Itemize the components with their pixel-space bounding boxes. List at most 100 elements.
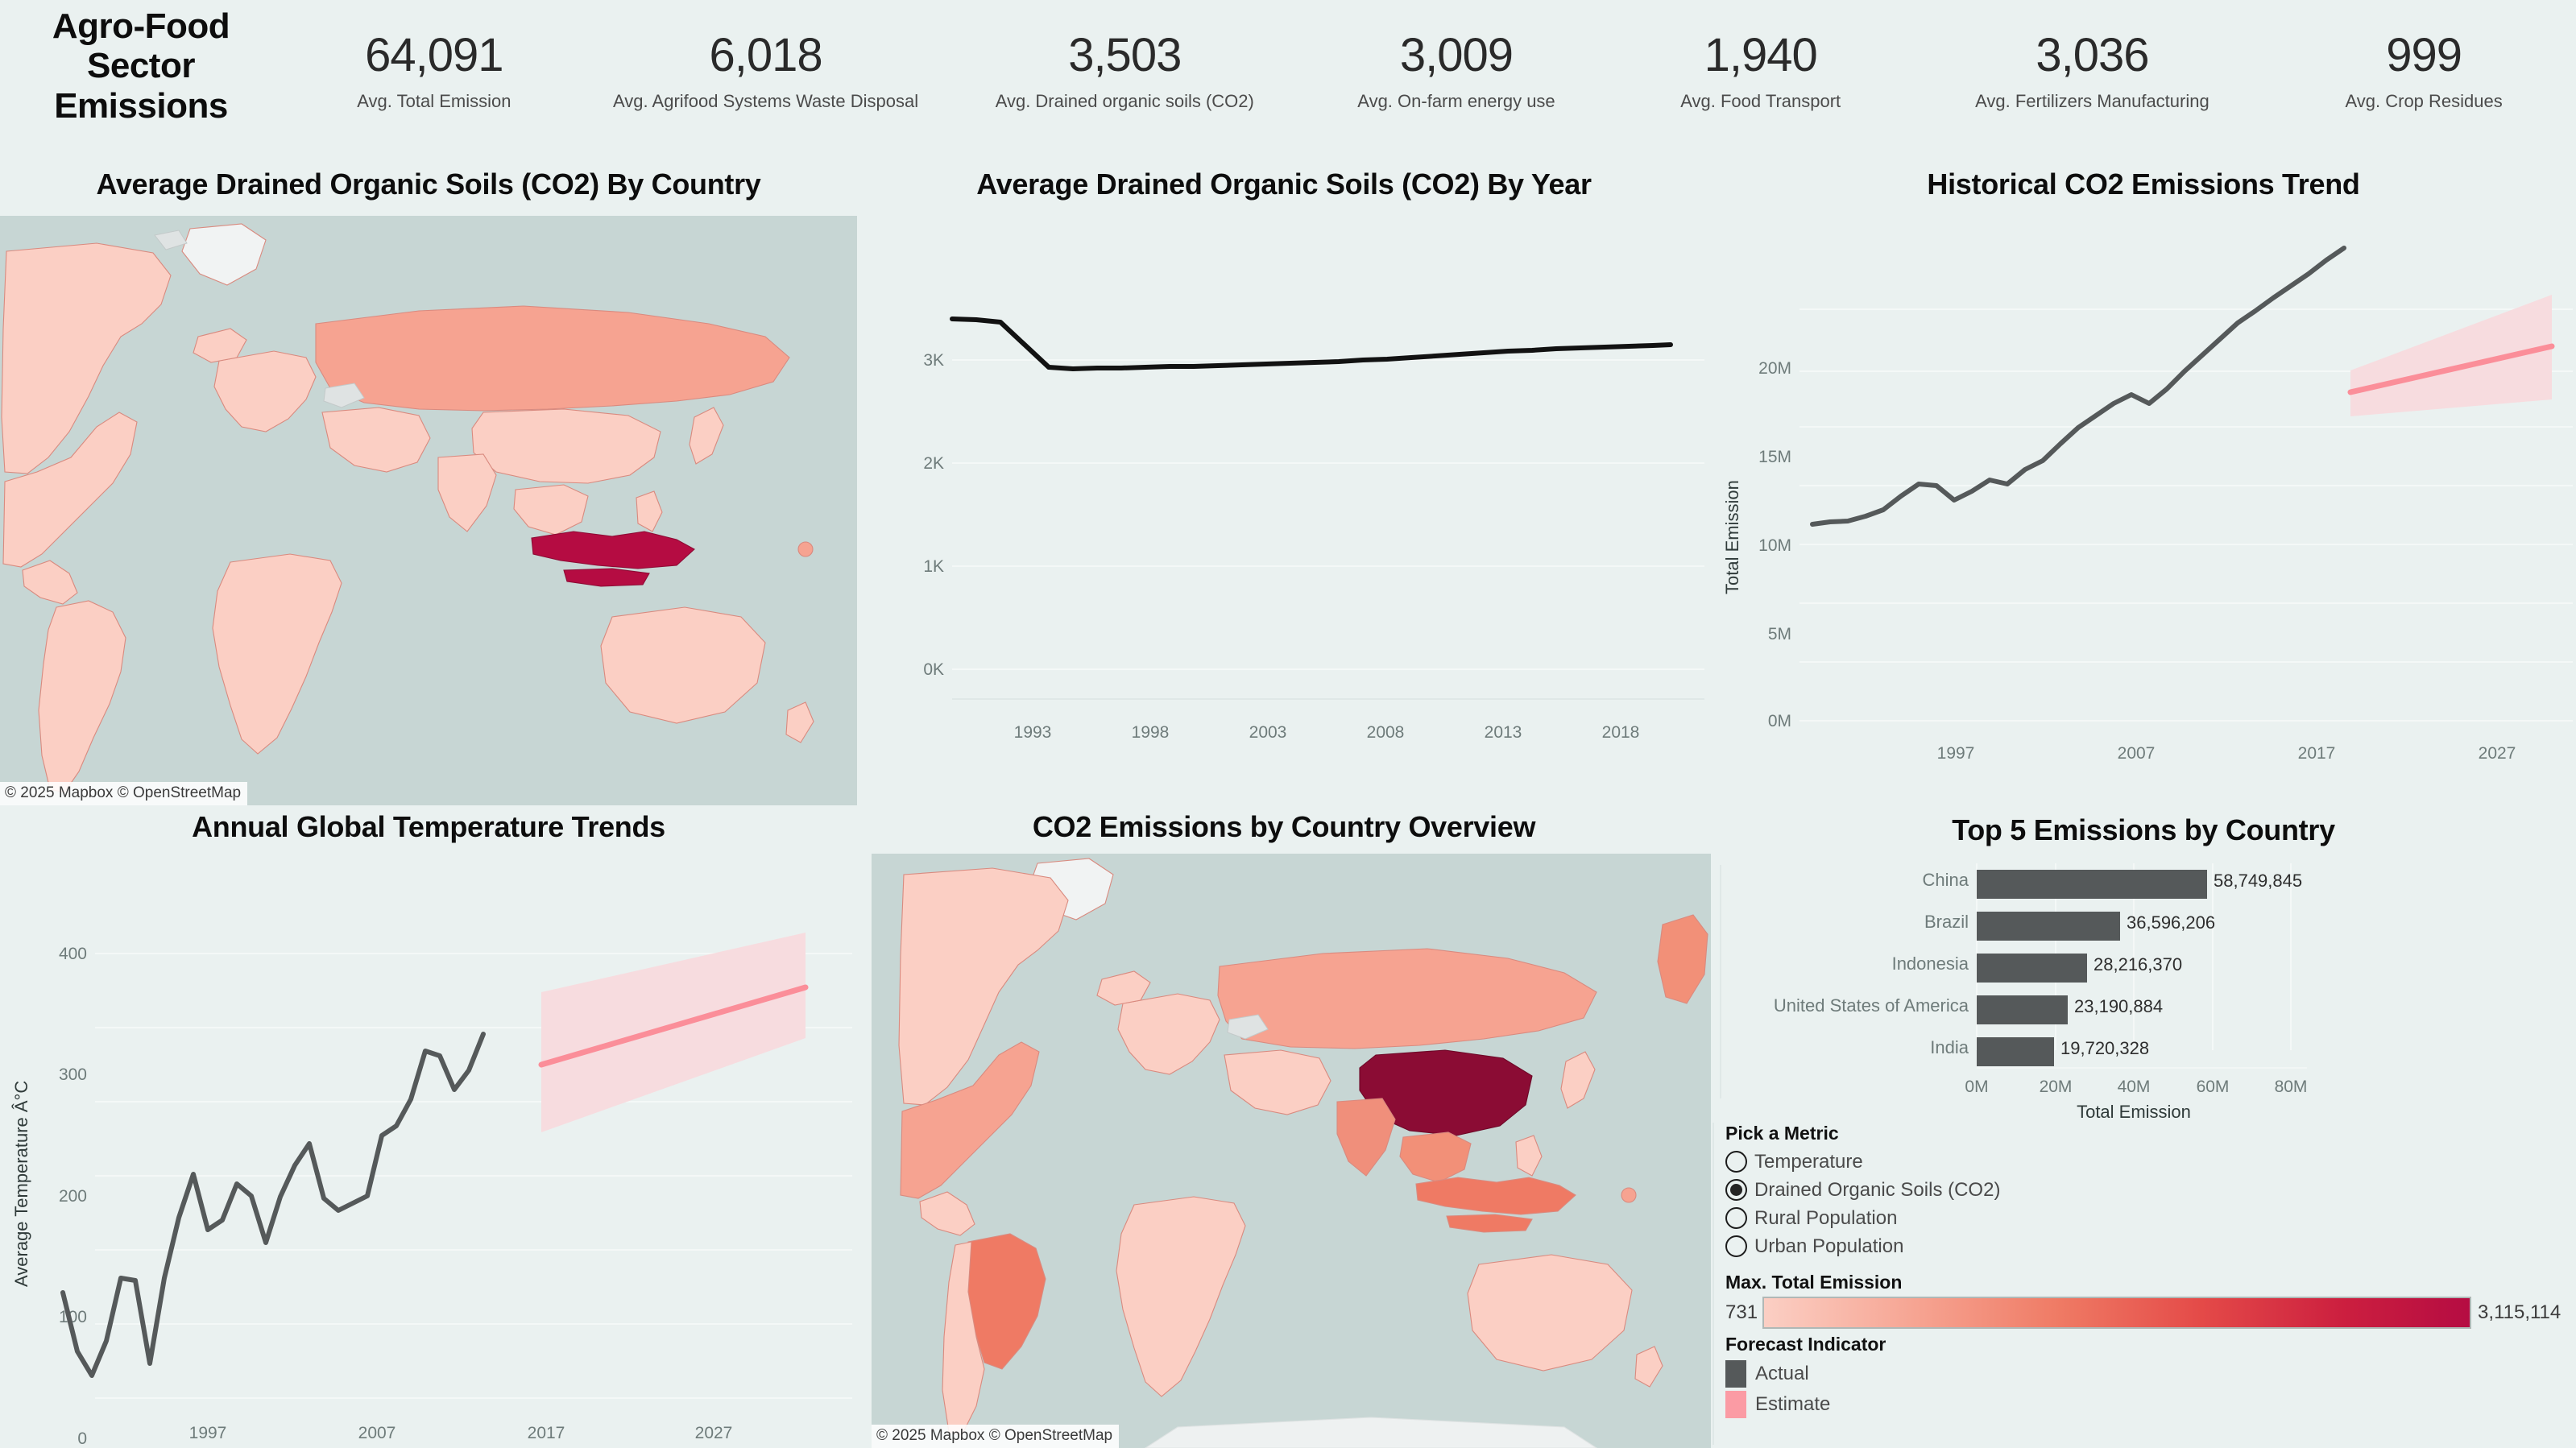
- radio-icon-selected[interactable]: [1725, 1179, 1747, 1201]
- x-axis-title: Total Emission: [2077, 1102, 2191, 1122]
- table-row[interactable]: Indonesia 28,216,370: [1892, 954, 2183, 983]
- temperature-svg: 400 300 200 100 0 Average Temperature Â°…: [0, 852, 857, 1448]
- kpi-value: 3,009: [1399, 29, 1514, 81]
- world-map-overview-svg: [872, 854, 1711, 1448]
- forecast-band: [541, 933, 806, 1132]
- metric-option-rural-population[interactable]: Rural Population: [1725, 1204, 2566, 1232]
- kpi-total-emission: 64,091 Avg. Total Emission: [282, 0, 586, 113]
- kpi-agrifood-waste-disposal: 6,018 Avg. Agrifood Systems Waste Dispos…: [586, 0, 946, 113]
- svg-text:2017: 2017: [2298, 744, 2336, 763]
- svg-text:1993: 1993: [1014, 723, 1052, 742]
- map-country-title: Average Drained Organic Soils (CO2) By C…: [96, 168, 761, 201]
- metric-label: Urban Population: [1754, 1235, 1904, 1257]
- kpi-label: Avg. Total Emission: [357, 91, 511, 111]
- legend-item-estimate[interactable]: Estimate: [1725, 1389, 2566, 1420]
- chart-historical-co2-trend[interactable]: 20M 15M 10M 5M 0M Total Emission 1997 20…: [1711, 216, 2576, 805]
- svg-text:23,190,884: 23,190,884: [2074, 996, 2163, 1016]
- line-year-title: Average Drained Organic Soils (CO2) By Y…: [976, 168, 1592, 201]
- chart-annual-global-temperature[interactable]: 400 300 200 100 0 Average Temperature Â°…: [0, 852, 857, 1448]
- radio-icon[interactable]: [1725, 1151, 1747, 1173]
- svg-text:40M: 40M: [2118, 1078, 2151, 1096]
- controls-panel: Pick a Metric Temperature Drained Organi…: [1713, 1123, 2566, 1445]
- kpi-value: 64,091: [365, 29, 503, 81]
- metric-label: Drained Organic Soils (CO2): [1754, 1178, 2001, 1201]
- table-row[interactable]: Brazil 36,596,206: [1924, 912, 2215, 941]
- table-row[interactable]: United States of America 23,190,884: [1774, 995, 2163, 1024]
- kpi-drained-organic-soils: 3,503 Avg. Drained organic soils (CO2): [945, 0, 1304, 113]
- pick-a-metric-header: Pick a Metric: [1725, 1123, 1839, 1144]
- kpi-value: 1,940: [1704, 29, 1818, 81]
- trend-title: Historical CO2 Emissions Trend: [1927, 168, 2360, 201]
- svg-text:2003: 2003: [1249, 723, 1287, 742]
- svg-text:Indonesia: Indonesia: [1892, 954, 1969, 974]
- legend-label: Actual: [1755, 1363, 1809, 1384]
- svg-text:2007: 2007: [358, 1424, 396, 1442]
- svg-text:60M: 60M: [2197, 1078, 2230, 1096]
- y-axis-title: Total Emission: [1722, 480, 1742, 594]
- gradient-max-label: 3,115,114: [2478, 1301, 2562, 1323]
- kpi-label: Avg. Food Transport: [1680, 91, 1841, 111]
- svg-text:58,749,845: 58,749,845: [2214, 871, 2302, 891]
- chart-top5-emissions[interactable]: China 58,749,845 Brazil 36,596,206 Indon…: [1711, 857, 2576, 1123]
- kpi-label: Avg. Agrifood Systems Waste Disposal: [613, 91, 919, 111]
- svg-text:20M: 20M: [1758, 359, 1791, 378]
- top5-title: Top 5 Emissions by Country: [1952, 813, 2335, 846]
- svg-text:28,216,370: 28,216,370: [2094, 954, 2182, 974]
- kpi-value: 6,018: [709, 29, 822, 81]
- kpi-label: Avg. On-farm energy use: [1357, 91, 1555, 111]
- svg-text:200: 200: [59, 1187, 87, 1206]
- svg-text:1997: 1997: [189, 1424, 227, 1442]
- line-series-actual: [60, 1032, 486, 1378]
- svg-text:15M: 15M: [1758, 448, 1791, 466]
- forecast-indicator-header: Forecast Indicator: [1725, 1334, 1886, 1355]
- map-drained-organic-soils[interactable]: © 2025 Mapbox © OpenStreetMap: [0, 216, 857, 805]
- y-axis-ticks: 400 300 200 100 0: [59, 945, 87, 1448]
- metric-option-temperature[interactable]: Temperature: [1725, 1148, 2566, 1176]
- map-attribution: © 2025 Mapbox © OpenStreetMap: [872, 1425, 1120, 1448]
- kpi-label: Avg. Crop Residues: [2345, 91, 2503, 111]
- svg-text:1K: 1K: [923, 557, 944, 576]
- svg-text:400: 400: [59, 945, 87, 963]
- radio-icon[interactable]: [1725, 1235, 1747, 1257]
- top5-svg: China 58,749,845 Brazil 36,596,206 Indon…: [1711, 857, 2576, 1123]
- color-gradient-legend: 731 3,115,114: [1725, 1297, 2566, 1329]
- metric-option-drained-organic-soils[interactable]: Drained Organic Soils (CO2): [1725, 1176, 2566, 1204]
- color-swatch-icon: [1725, 1391, 1746, 1418]
- table-row[interactable]: China 58,749,845: [1923, 870, 2303, 899]
- svg-text:0K: 0K: [923, 660, 944, 679]
- forecast-band: [2350, 295, 2552, 416]
- svg-text:United States of America: United States of America: [1774, 995, 1969, 1016]
- map-co2-emissions-overview[interactable]: © 2025 Mapbox © OpenStreetMap: [872, 854, 1711, 1448]
- svg-text:300: 300: [59, 1065, 87, 1084]
- svg-text:5M: 5M: [1768, 625, 1791, 643]
- line-series-actual: [1810, 246, 2346, 527]
- chart-drained-organic-soils-by-year[interactable]: 3K 2K 1K 0K 1993 1998 2003 2008 2013 201…: [857, 216, 1711, 805]
- kpi-crop-residues: 999 Avg. Crop Residues: [2272, 0, 2576, 113]
- temperature-x-axis: 1997 2007 2017 2027: [0, 1416, 857, 1448]
- svg-text:0M: 0M: [1768, 712, 1791, 730]
- kpi-value: 3,036: [2036, 29, 2149, 81]
- kpi-onfarm-energy-use: 3,009 Avg. On-farm energy use: [1304, 0, 1609, 113]
- kpi-value: 3,503: [1068, 29, 1182, 81]
- svg-text:0: 0: [77, 1429, 87, 1448]
- kpi-food-transport: 1,940 Avg. Food Transport: [1609, 0, 1913, 113]
- x-axis-ticks: 0M 20M 40M 60M 80M: [1965, 1078, 2307, 1096]
- svg-text:80M: 80M: [2275, 1078, 2308, 1096]
- line-series-estimate: [538, 984, 809, 1068]
- gradient-bar[interactable]: [1762, 1297, 2472, 1329]
- temperature-x-axis-svg: 1997 2007 2017 2027: [189, 1424, 733, 1442]
- svg-text:2027: 2027: [2479, 744, 2516, 763]
- svg-text:2007: 2007: [2118, 744, 2156, 763]
- svg-text:20M: 20M: [2040, 1078, 2073, 1096]
- radio-icon[interactable]: [1725, 1207, 1747, 1229]
- svg-text:India: India: [1930, 1037, 1969, 1057]
- legend-item-actual[interactable]: Actual: [1725, 1359, 2566, 1389]
- svg-text:1998: 1998: [1132, 723, 1170, 742]
- line-series-estimate: [2347, 343, 2555, 395]
- metric-option-urban-population[interactable]: Urban Population: [1725, 1232, 2566, 1260]
- table-row[interactable]: India 19,720,328: [1930, 1037, 2149, 1066]
- svg-text:0M: 0M: [1965, 1078, 1988, 1096]
- trend-svg: 20M 15M 10M 5M 0M Total Emission 1997 20…: [1711, 216, 2576, 805]
- svg-text:1997: 1997: [1937, 744, 1975, 763]
